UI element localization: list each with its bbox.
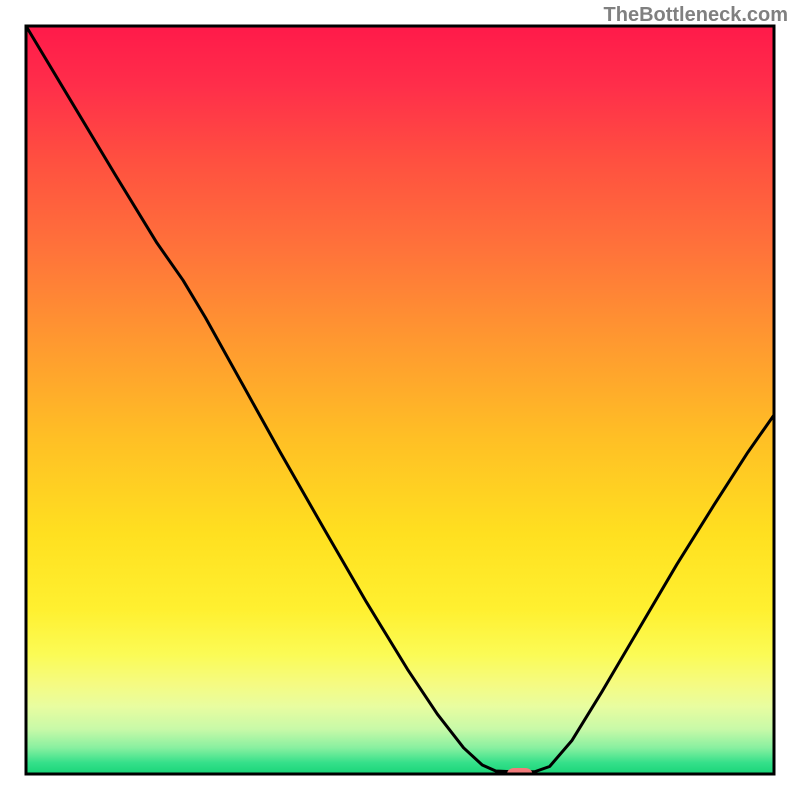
gradient-background bbox=[26, 26, 774, 774]
watermark-text: TheBottleneck.com bbox=[604, 4, 788, 27]
chart-container: { "watermark": { "text": "TheBottleneck.… bbox=[0, 0, 800, 800]
bottleneck-chart bbox=[0, 0, 800, 800]
